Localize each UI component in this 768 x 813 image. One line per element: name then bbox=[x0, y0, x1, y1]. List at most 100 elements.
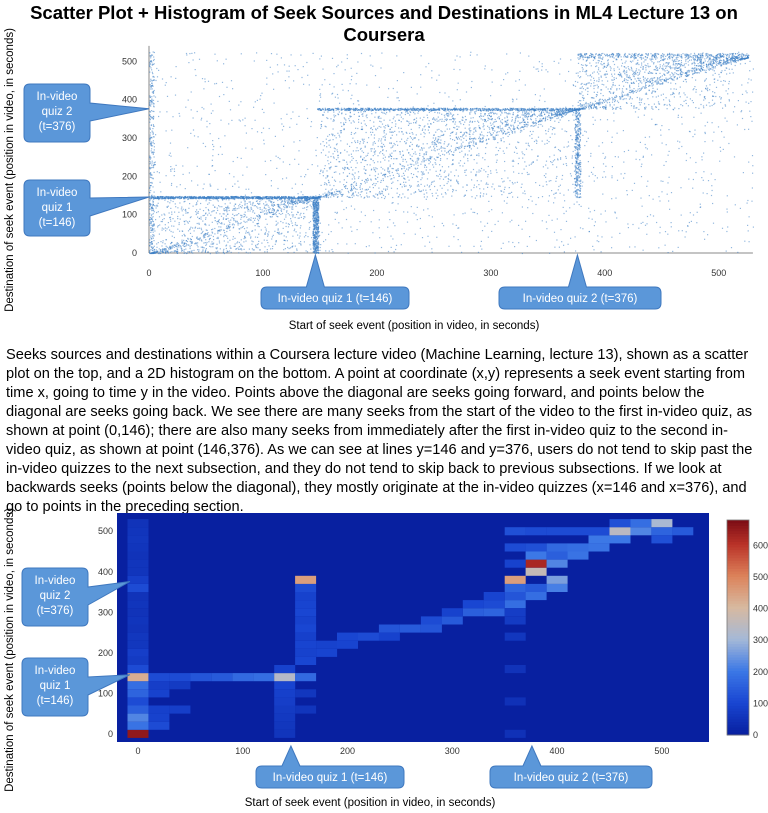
scatter-point bbox=[430, 156, 432, 159]
scatter-point bbox=[414, 167, 416, 169]
scatter-point bbox=[592, 123, 594, 125]
scatter-point bbox=[286, 200, 288, 202]
scatter-point bbox=[287, 223, 289, 225]
scatter-point bbox=[511, 120, 513, 122]
scatter-point bbox=[233, 218, 235, 220]
scatter-point bbox=[256, 131, 259, 133]
scatter-point bbox=[566, 146, 568, 148]
scatter-point bbox=[373, 167, 375, 169]
scatter-point bbox=[182, 165, 184, 167]
scatter-point bbox=[194, 52, 196, 54]
scatter-point bbox=[331, 93, 333, 95]
scatter-point bbox=[406, 109, 408, 111]
scatter-point bbox=[356, 162, 358, 164]
scatter-point bbox=[541, 111, 543, 114]
scatter-point bbox=[230, 196, 232, 198]
scatter-point bbox=[433, 117, 435, 119]
scatter-point bbox=[270, 212, 272, 214]
scatter-point bbox=[312, 218, 314, 220]
scatter-point bbox=[305, 232, 307, 234]
scatter-point bbox=[372, 155, 374, 157]
scatter-point bbox=[567, 112, 569, 114]
scatter-point bbox=[328, 181, 330, 183]
scatter-point bbox=[304, 201, 306, 204]
scatter-point bbox=[428, 126, 430, 128]
scatter-point bbox=[511, 130, 514, 133]
scatter-point bbox=[218, 95, 221, 98]
scatter-point bbox=[167, 197, 169, 199]
scatter-point bbox=[710, 194, 713, 197]
scatter-point bbox=[181, 248, 183, 250]
scatter-point bbox=[491, 230, 493, 232]
scatter-point bbox=[161, 214, 163, 216]
scatter-point bbox=[220, 215, 223, 217]
scatter-point bbox=[225, 215, 227, 217]
scatter-point bbox=[179, 197, 181, 199]
scatter-point bbox=[465, 119, 467, 121]
scatter-point bbox=[157, 198, 159, 200]
scatter-point bbox=[387, 167, 389, 169]
scatter-point bbox=[243, 199, 245, 201]
scatter-point bbox=[330, 118, 332, 120]
scatter-point bbox=[383, 130, 385, 132]
scatter-point bbox=[366, 141, 368, 144]
scatter-point bbox=[497, 107, 499, 110]
scatter-point bbox=[380, 151, 382, 153]
scatter-point bbox=[399, 163, 401, 165]
scatter-point bbox=[563, 244, 565, 246]
scatter-point bbox=[351, 156, 353, 158]
scatter-point bbox=[494, 112, 496, 114]
scatter-point bbox=[283, 243, 285, 245]
scatter-point bbox=[421, 129, 423, 131]
scatter-point bbox=[320, 184, 322, 186]
scatter-point bbox=[640, 165, 642, 168]
scatter-point bbox=[466, 109, 468, 111]
scatter-point bbox=[337, 132, 339, 134]
scatter-point bbox=[200, 239, 203, 241]
scatter-point bbox=[187, 238, 189, 240]
scatter-point bbox=[501, 190, 503, 192]
scatter-point bbox=[383, 129, 386, 132]
scatter-point bbox=[157, 202, 159, 204]
scatter-point bbox=[458, 121, 460, 123]
scatter-point bbox=[385, 124, 387, 127]
scatter-point bbox=[551, 161, 553, 164]
scatter-point bbox=[168, 248, 170, 250]
scatter-point bbox=[750, 116, 752, 118]
scatter-point bbox=[752, 226, 754, 228]
scatter-point bbox=[456, 108, 458, 111]
scatter-point bbox=[391, 155, 393, 158]
scatter-point bbox=[541, 140, 543, 142]
scatter-point bbox=[427, 108, 429, 110]
scatter-point bbox=[318, 196, 320, 198]
scatter-point bbox=[240, 248, 242, 250]
scatter-point bbox=[681, 123, 683, 125]
scatter-point bbox=[212, 210, 214, 212]
scatter-point bbox=[192, 129, 195, 131]
scatter-point bbox=[226, 86, 228, 88]
scatter-point bbox=[457, 82, 459, 84]
scatter-point bbox=[203, 242, 205, 244]
scatter-point bbox=[390, 246, 392, 248]
scatter-point bbox=[271, 216, 273, 218]
scatter-point bbox=[510, 108, 512, 110]
scatter-point bbox=[402, 165, 404, 167]
scatter-point bbox=[374, 107, 376, 109]
scatter-point bbox=[261, 108, 263, 110]
scatter-point bbox=[170, 197, 172, 199]
scatter-point bbox=[319, 58, 321, 60]
scatter-point bbox=[154, 164, 156, 166]
scatter-point bbox=[525, 115, 527, 117]
scatter-point bbox=[255, 197, 257, 199]
scatter-point bbox=[536, 109, 538, 111]
scatter-point bbox=[300, 175, 302, 178]
scatter-point bbox=[664, 244, 666, 246]
scatter-point bbox=[572, 150, 574, 153]
scatter-point bbox=[582, 228, 584, 230]
scatter-point bbox=[453, 214, 455, 216]
scatter-point bbox=[466, 190, 468, 192]
scatter-point bbox=[473, 131, 475, 133]
scatter-point bbox=[395, 108, 397, 110]
scatter-point bbox=[361, 126, 363, 128]
scatter-point bbox=[534, 94, 536, 96]
